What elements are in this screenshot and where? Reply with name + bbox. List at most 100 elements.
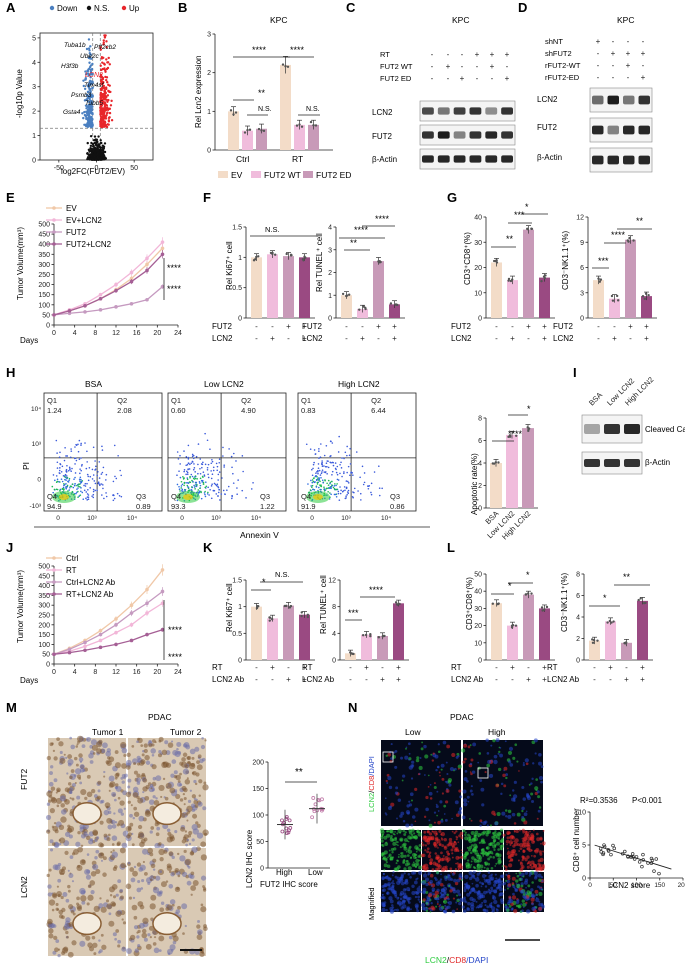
m-ihc-lcn2-t2-cell bbox=[137, 880, 141, 884]
a-point-down bbox=[85, 98, 89, 102]
m-ihc-lcn2-t1-cell bbox=[71, 880, 75, 883]
n-if-low-signal bbox=[393, 751, 396, 754]
m-ihc-fut2-t2-cell bbox=[127, 785, 131, 789]
a-point-ns bbox=[92, 149, 95, 153]
a-point-up bbox=[103, 67, 106, 70]
h-event bbox=[59, 488, 62, 491]
h-quad-label: Q4 bbox=[301, 492, 311, 501]
n-mag-high-lcn2-signal bbox=[500, 844, 505, 848]
n-if-low-signal bbox=[414, 807, 419, 812]
e-point bbox=[129, 279, 134, 284]
n-mag-low-cd8-signal bbox=[438, 842, 442, 846]
m-ihc-fut2-t2-cell bbox=[148, 799, 155, 805]
e-x-tick-label: 0 bbox=[52, 330, 56, 337]
n-mag-high-cd8-signal bbox=[519, 867, 524, 872]
a-point-down bbox=[91, 62, 94, 66]
g-cd8-sign: + bbox=[542, 334, 547, 343]
l-cd8-bar bbox=[523, 594, 534, 660]
n-mag-low-merge-signal bbox=[424, 877, 430, 882]
a-point-up bbox=[99, 121, 103, 125]
h-event bbox=[59, 451, 61, 454]
h-event bbox=[189, 463, 191, 466]
m-ihc-fut2-t1-cell bbox=[107, 833, 111, 837]
m-ihc-fut2-t1-cell bbox=[55, 791, 58, 794]
m-ihc-lcn2-t1-cell bbox=[99, 949, 103, 953]
a-point-up bbox=[103, 111, 106, 114]
n-mag-high-merge-signal bbox=[515, 900, 520, 904]
h-event bbox=[334, 493, 337, 496]
n-mag-high-cd8-signal bbox=[509, 835, 514, 840]
h-event bbox=[195, 481, 197, 484]
n-mag-low-merge-signal bbox=[432, 892, 435, 896]
n-if-high-signal bbox=[534, 786, 539, 791]
n-if-low-signal bbox=[435, 805, 439, 808]
h-event bbox=[359, 476, 361, 479]
h-event bbox=[370, 491, 372, 494]
h-event bbox=[74, 484, 76, 487]
h-event bbox=[203, 474, 206, 476]
m-ihc-fut2-t2-cell bbox=[184, 779, 191, 785]
m-ihc-fut2-t2-cell bbox=[181, 757, 186, 762]
n-if-low-signal bbox=[439, 800, 443, 804]
n-if-high-signal bbox=[480, 787, 485, 792]
a-point-ns bbox=[86, 151, 89, 155]
n-mag-high-merge-signal bbox=[537, 873, 542, 878]
n-mag-high-cd8-signal bbox=[532, 829, 535, 832]
n-mag-low-lcn2-signal bbox=[401, 852, 404, 855]
m-ihc-fut2-t1-cell bbox=[78, 753, 83, 758]
m-ihc-fut2-t1-cell bbox=[71, 782, 76, 787]
m-ihc-fut2-t1-cell bbox=[123, 753, 127, 757]
f-tunel-dot bbox=[394, 303, 398, 306]
m-ihc-fut2-t1-cell bbox=[111, 824, 117, 829]
m-ihc-fut2-t2-cell bbox=[166, 828, 171, 832]
h-event bbox=[115, 477, 118, 480]
n-mag-high-dapi-signal bbox=[485, 878, 488, 882]
m-ihc-lcn2-t1-cell bbox=[51, 908, 55, 912]
e-point bbox=[160, 252, 165, 257]
n-mag-high-merge-signal bbox=[511, 876, 516, 881]
n-mag-high-cd8-signal bbox=[504, 865, 508, 869]
a-point-up bbox=[103, 123, 107, 126]
h-event bbox=[176, 474, 178, 477]
a-point-down bbox=[91, 108, 94, 111]
h-event bbox=[177, 458, 180, 460]
m-ihc-fut2-t1-cell bbox=[79, 764, 85, 770]
k-ki67-y-tick-label: 1.5 bbox=[232, 578, 242, 585]
n-mag-low-merge-signal bbox=[448, 884, 451, 888]
n-y-tick-label: 5 bbox=[582, 843, 586, 850]
c-sign: - bbox=[461, 62, 464, 71]
n-if-low-signal bbox=[443, 813, 446, 815]
m-ihc-fut2-t1-cell bbox=[114, 750, 119, 754]
m-point bbox=[317, 798, 322, 803]
h-event bbox=[102, 487, 104, 490]
m-ihc-fut2-t1-cell bbox=[92, 752, 96, 755]
m-ihc-lcn2-t2-cell bbox=[141, 928, 147, 934]
n-mag-low-merge-signal bbox=[446, 893, 449, 897]
b-dot bbox=[232, 113, 235, 116]
b-dot bbox=[298, 123, 301, 126]
m-ihc-fut2-t1-cell bbox=[97, 780, 102, 785]
n-mag-high-cd8-signal bbox=[530, 849, 533, 852]
h-tick: 0 bbox=[56, 515, 60, 522]
n-mag-low-lcn2-signal bbox=[408, 845, 412, 849]
a-point-ns bbox=[90, 148, 93, 151]
m-ihc-lcn2-t1-cell bbox=[67, 884, 71, 889]
h-event bbox=[378, 465, 380, 468]
n-if-high-signal bbox=[512, 756, 516, 760]
h-event bbox=[204, 490, 206, 493]
h-event bbox=[245, 497, 247, 499]
l-nk-y-tick-label: 0 bbox=[576, 658, 580, 665]
n-mag-high-merge-signal bbox=[521, 899, 525, 903]
k-tunel-dot bbox=[398, 602, 401, 606]
n-mag-high-merge-signal bbox=[511, 882, 515, 885]
m-ihc-lcn2-t2-cell bbox=[165, 880, 169, 883]
n-mag-high-dapi-signal bbox=[488, 890, 492, 894]
n-mag-low-lcn2-signal bbox=[418, 844, 422, 847]
l-nk-bar bbox=[605, 621, 616, 660]
m-y-tick-label: 200 bbox=[252, 760, 264, 767]
n-if-high-signal bbox=[464, 770, 468, 773]
m-ihc-lcn2-t2-cell bbox=[192, 880, 199, 886]
n-mag-low-merge-signal bbox=[427, 893, 433, 898]
h-event bbox=[65, 483, 67, 485]
h-event bbox=[216, 483, 219, 486]
